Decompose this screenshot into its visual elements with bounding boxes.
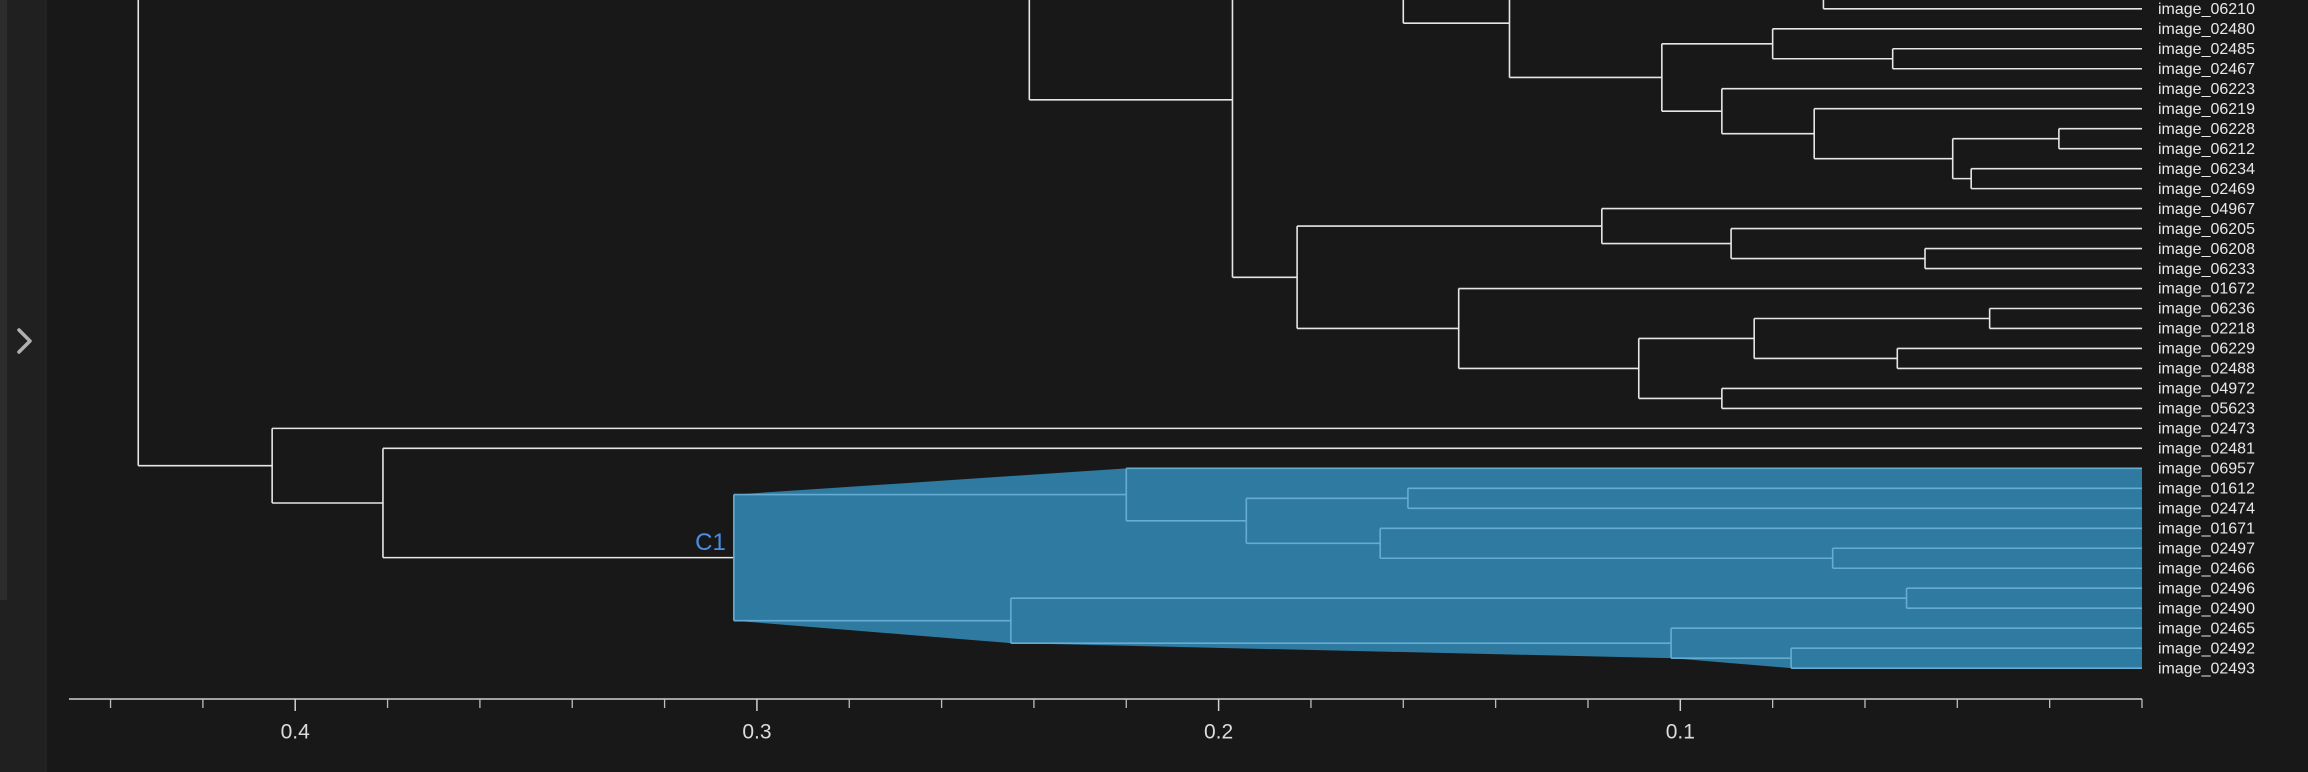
leaf-label: image_04967	[2158, 201, 2255, 218]
x-tick-label: 0.3	[742, 721, 771, 744]
leaf-label: image_06236	[2158, 301, 2255, 318]
plot: C1 image_06210 image_02480 image_02485image…	[69, 0, 2255, 744]
leaf-label: image_02467	[2158, 61, 2255, 78]
leaf-label: image_06957	[2158, 461, 2255, 478]
leaf-label: image_06219	[2158, 101, 2255, 118]
leaf-label: image_06233	[2158, 261, 2255, 278]
leaf-label: image_06228	[2158, 121, 2255, 138]
leaf-label: image_02490	[2158, 600, 2255, 617]
leaf-label: image_02496	[2158, 580, 2255, 597]
x-tick-label: 0.4	[281, 721, 311, 744]
leaf-label: image_02492	[2158, 640, 2255, 657]
leaf-label: image_02485	[2158, 41, 2255, 58]
leaf-label: image_02469	[2158, 181, 2255, 198]
leaf-label: image_01672	[2158, 281, 2255, 298]
leaf-label: image_02481	[2158, 441, 2255, 458]
leaf-label: image_06212	[2158, 141, 2255, 158]
leaf-label: image_06210	[2158, 1, 2255, 18]
x-tick-label: 0.1	[1666, 721, 1695, 744]
x-tick-label: 0.2	[1204, 721, 1233, 744]
side-panel	[0, 0, 46, 772]
leaf-label: image_01612	[2158, 481, 2255, 498]
leaf-label: image_02480	[2158, 21, 2255, 38]
leaf-label: image_02493	[2158, 660, 2255, 677]
leaf-label: image_06223	[2158, 81, 2255, 98]
leaf-label: image_01671	[2158, 520, 2255, 537]
leaf-label: image_06205	[2158, 221, 2255, 238]
cluster-label: C1	[695, 529, 726, 556]
leaf-label: image_06208	[2158, 241, 2255, 258]
leaf-label: image_02466	[2158, 560, 2255, 577]
leaf-label: image_02488	[2158, 361, 2255, 378]
leaf-label: image_02497	[2158, 540, 2255, 557]
leaf-label: image_02474	[2158, 501, 2255, 518]
leaf-label: image_02465	[2158, 620, 2255, 637]
leaf-label: image_06229	[2158, 341, 2255, 358]
expand-panel-button[interactable]	[17, 328, 32, 354]
side-scrollbar	[0, 0, 7, 600]
leaf-label: image_04972	[2158, 381, 2255, 398]
leaf-label: image_05623	[2158, 401, 2255, 418]
leaf-label: image_02218	[2158, 321, 2255, 338]
cluster-highlight	[733, 468, 2142, 669]
leaf-label: image_02473	[2158, 421, 2255, 438]
leaf-label: image_06234	[2158, 161, 2255, 178]
